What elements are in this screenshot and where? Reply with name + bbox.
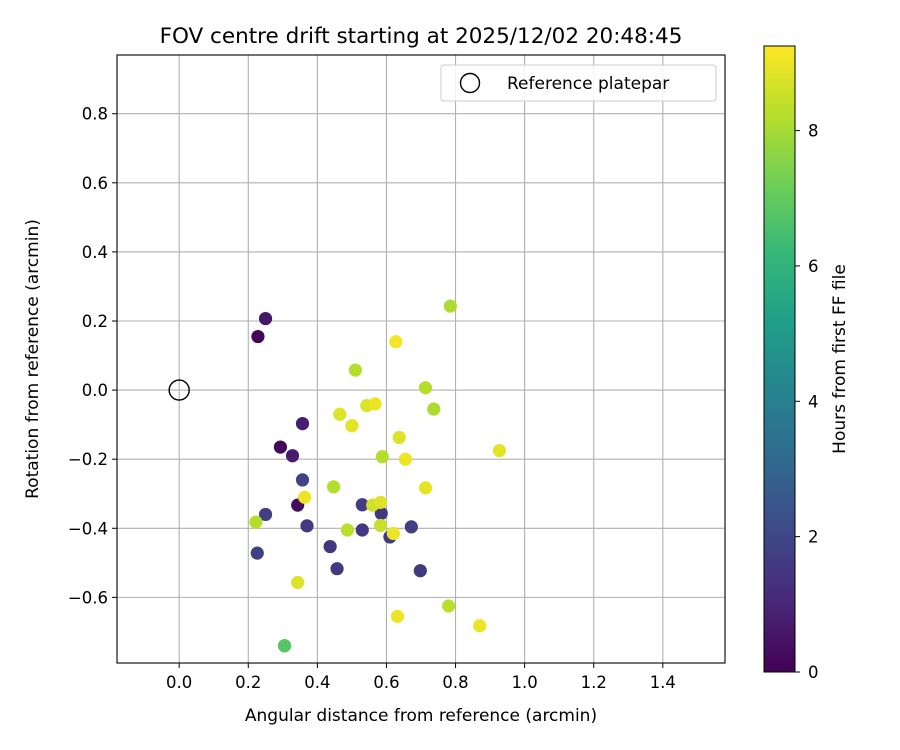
x-tick-label: 0.8: [442, 673, 468, 692]
y-axis-ticks: −0.6 −0.4 −0.2 0.0 0.2 0.4 0.6 0.8: [68, 105, 117, 607]
colorbar-tick-label: 6: [808, 257, 819, 276]
x-axis-ticks: 0.0 0.2 0.4 0.6 0.8 1.0 1.2 1.4: [166, 663, 676, 692]
data-point: [323, 539, 337, 554]
data-point: [442, 599, 456, 613]
y-axis-label: Rotation from reference (arcmin): [23, 219, 43, 499]
data-point: [374, 506, 388, 521]
data-point: [404, 520, 418, 534]
colorbar-tick-label: 8: [808, 122, 819, 141]
x-tick-label: 1.4: [650, 673, 676, 692]
colorbar-gradient: [763, 45, 796, 673]
y-tick-label: 0.4: [82, 243, 108, 262]
reference-marker: [168, 379, 190, 401]
data-point: [398, 452, 413, 466]
data-point: [295, 473, 310, 487]
y-tick-label: −0.6: [68, 588, 108, 607]
data-point: [473, 619, 487, 633]
data-point: [297, 490, 312, 504]
colorbar-tick-label: 4: [808, 392, 819, 411]
x-tick-label: 1.2: [581, 673, 607, 692]
data-point: [285, 449, 300, 463]
legend-open-circle-icon: [459, 72, 481, 94]
data-point: [368, 397, 382, 411]
data-point: [251, 329, 265, 344]
plot-frame: [116, 54, 726, 664]
reference-platepar-point: [168, 379, 190, 401]
data-point: [375, 450, 389, 464]
y-tick-label: −0.4: [68, 519, 108, 538]
data-point: [249, 515, 263, 529]
data-point: [273, 440, 287, 454]
x-tick-label: 0.4: [304, 673, 330, 692]
data-point: [345, 419, 359, 433]
x-tick-label: 0.0: [166, 673, 192, 692]
data-point: [333, 407, 347, 421]
data-point: [413, 564, 427, 578]
chart-title: FOV centre drift starting at 2025/12/02 …: [160, 24, 683, 49]
legend: Reference platepar: [440, 64, 717, 102]
x-axis-label: Angular distance from reference (arcmin): [245, 706, 597, 726]
data-point: [386, 526, 400, 541]
data-point: [390, 609, 405, 623]
data-point: [291, 575, 305, 590]
data-point: [443, 299, 457, 313]
y-tick-label: 0.8: [82, 105, 108, 124]
data-point: [355, 498, 369, 512]
x-tick-label: 0.6: [373, 673, 399, 692]
data-point: [330, 562, 344, 576]
data-point: [250, 546, 264, 560]
data-point: [418, 381, 433, 395]
colorbar-ticks: 0 2 4 6 8: [795, 122, 819, 682]
y-tick-label: −0.2: [68, 450, 108, 469]
data-point: [295, 417, 310, 431]
colorbar: 0 2 4 6 8 Hours from first FF file: [763, 45, 850, 682]
data-point: [258, 311, 273, 326]
grid: [117, 55, 725, 663]
data-point: [492, 443, 507, 458]
y-tick-label: 0.6: [82, 174, 108, 193]
data-point: [392, 430, 406, 445]
data-point: [348, 363, 362, 377]
colorbar-label: Hours from first FF file: [830, 264, 850, 454]
colorbar-tick-label: 2: [808, 528, 819, 547]
data-point: [327, 480, 341, 494]
data-point: [389, 335, 403, 349]
data-point: [340, 523, 355, 537]
colorbar-tick-label: 0: [808, 663, 819, 682]
data-point: [373, 495, 388, 509]
legend-box: [440, 64, 717, 102]
data-point: [418, 481, 433, 495]
data-point: [300, 519, 314, 533]
data-points: [249, 299, 507, 653]
data-point: [355, 523, 369, 537]
x-tick-label: 0.2: [235, 673, 261, 692]
data-point: [427, 402, 441, 416]
data-point: [277, 639, 292, 653]
data-point: [373, 518, 388, 533]
legend-label: Reference platepar: [507, 74, 669, 94]
y-tick-label: 0.0: [82, 381, 108, 400]
x-tick-label: 1.0: [512, 673, 538, 692]
y-tick-label: 0.2: [82, 312, 108, 331]
data-point: [258, 507, 273, 522]
